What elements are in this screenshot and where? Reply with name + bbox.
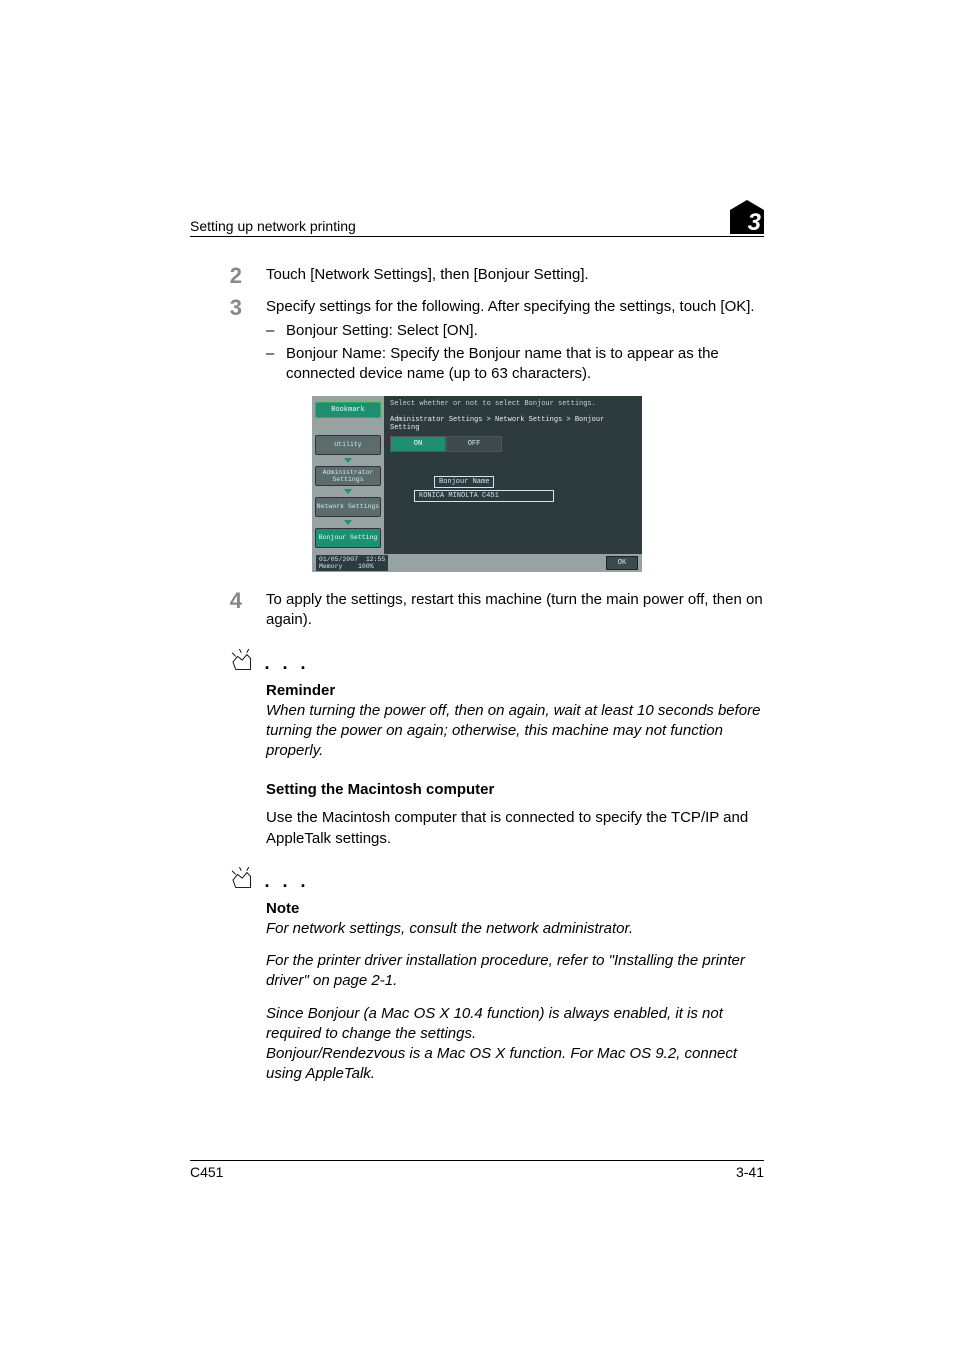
status-mem-label: Memory [319,563,342,570]
device-sidebar: Bookmark Utility Administrator Settings … [312,396,384,554]
device-top: Bookmark Utility Administrator Settings … [312,396,642,554]
step-4: 4 To apply the settings, restart this ma… [190,590,764,631]
note-callout: . . . Note For network settings, consult… [266,867,764,1085]
step-text: Specify settings for the following. Afte… [266,298,755,315]
breadcrumb-path: Administrator Settings > Network Setting… [390,416,636,432]
step-text: Touch [Network Settings], then [Bonjour … [266,265,764,287]
sub-list: –Bonjour Setting: Select [ON]. –Bonjour … [266,321,764,384]
note-body: For network settings, consult the networ… [266,919,764,1085]
reminder-icon: . . . [230,649,764,680]
dash-icon: – [266,344,286,385]
chapter-tab: 3 [730,210,764,234]
bonjour-name-field[interactable]: KONICA MINOLTA C451 [414,490,554,502]
arrow-down-icon [344,520,352,525]
status-date: 01/05/2007 [319,556,358,563]
step-number: 4 [190,590,266,631]
note-p1: For network settings, consult the networ… [266,919,764,939]
mac-paragraph: Use the Macintosh computer that is conne… [266,808,764,849]
step-number: 3 [190,297,266,386]
ellipsis-icon: . . . [264,871,309,891]
crumb-bonjour[interactable]: Bonjour Setting [315,528,381,548]
list-item: –Bonjour Setting: Select [ON]. [266,321,764,341]
toggle-off[interactable]: OFF [446,436,502,452]
device-screenshot: Bookmark Utility Administrator Settings … [312,396,642,572]
reminder-title: Reminder [266,682,764,699]
bookmark-button[interactable]: Bookmark [315,402,381,418]
section-title: Setting up network printing [190,218,356,234]
list-text: Bonjour Name: Specify the Bonjour name t… [286,344,764,385]
status-mem-value: 100% [358,563,374,570]
step-2: 2 Touch [Network Settings], then [Bonjou… [190,265,764,287]
status-datetime: 01/05/2007 12:55 Memory 100% [316,555,388,571]
prompt-text: Select whether or not to select Bonjour … [390,400,636,408]
dash-icon: – [266,321,286,341]
arrow-down-icon [344,489,352,494]
note-p2: For the printer driver installation proc… [266,951,764,992]
ok-button[interactable]: OK [606,556,638,570]
crumb-admin[interactable]: Administrator Settings [315,466,381,486]
footer-model: C451 [190,1164,223,1180]
page: Setting up network printing 3 2 Touch [N… [0,0,954,1350]
reminder-body: When turning the power off, then on agai… [266,701,764,762]
list-text: Bonjour Setting: Select [ON]. [286,321,478,341]
crumb-utility[interactable]: Utility [315,435,381,455]
device-statusbar: 01/05/2007 12:55 Memory 100% OK [312,554,642,572]
crumb-network[interactable]: Network Settings [315,497,381,517]
step-text: To apply the settings, restart this mach… [266,590,764,631]
mac-heading: Setting the Macintosh computer [266,781,764,798]
device-main: Select whether or not to select Bonjour … [384,396,642,554]
toggle-row: ON OFF [390,436,636,452]
note-icon: . . . [230,867,764,898]
note-p3: Since Bonjour (a Mac OS X 10.4 function)… [266,1004,764,1045]
running-header: Setting up network printing 3 [190,210,764,237]
arrow-down-icon [344,458,352,463]
chapter-number: 3 [748,209,761,237]
step-body: Specify settings for the following. Afte… [266,297,764,386]
footer-page: 3-41 [736,1164,764,1180]
bonjour-name-label: Bonjour Name [434,476,494,488]
ellipsis-icon: . . . [264,653,309,673]
page-footer: C451 3-41 [190,1160,764,1180]
reminder-callout: . . . Reminder When turning the power of… [266,649,764,762]
status-left: 01/05/2007 12:55 Memory 100% [316,555,388,571]
status-time: 12:55 [366,556,386,563]
note-p4: Bonjour/Rendezvous is a Mac OS X functio… [266,1044,764,1085]
step-number: 2 [190,265,266,287]
note-title: Note [266,900,764,917]
toggle-on[interactable]: ON [390,436,446,452]
step-3: 3 Specify settings for the following. Af… [190,297,764,386]
list-item: –Bonjour Name: Specify the Bonjour name … [266,344,764,385]
